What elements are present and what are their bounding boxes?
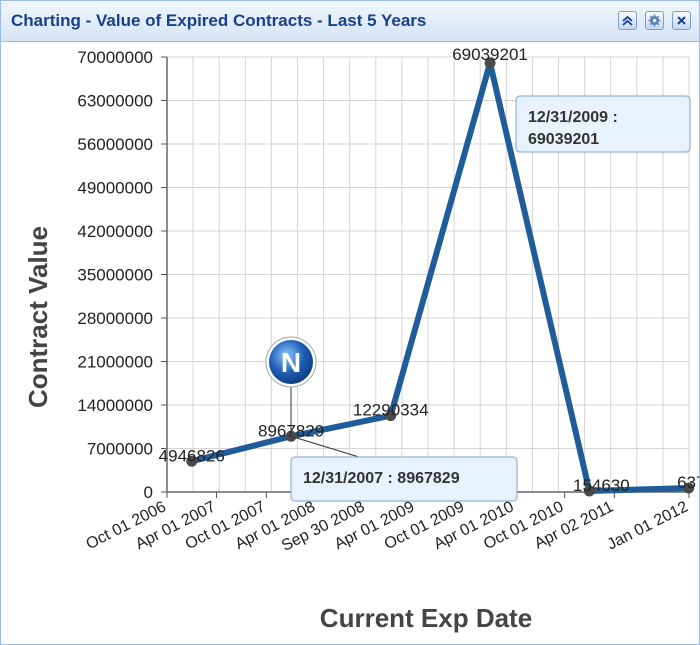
close-button[interactable] [672, 11, 691, 30]
gear-icon [648, 14, 661, 27]
y-tick-label: 14000000 [77, 396, 153, 415]
y-tick-label: 49000000 [77, 179, 153, 198]
y-tick-label: 28000000 [77, 309, 153, 328]
collapse-button[interactable] [618, 11, 637, 30]
y-tick-label: 70000000 [77, 48, 153, 67]
data-point [385, 410, 397, 422]
series-line [188, 59, 692, 495]
data-point [186, 455, 198, 467]
data-label: 12290334 [353, 401, 429, 420]
panel-header: Charting - Value of Expired Contracts - … [1, 1, 699, 42]
badge-disc [269, 340, 313, 384]
tooltip-text: 12/31/2009 :69039201 [528, 109, 618, 148]
x-axis-title: Current Exp Date [320, 603, 532, 633]
y-tick-label: 35000000 [77, 266, 153, 285]
settings-button[interactable] [645, 11, 664, 30]
data-label: 69039201 [452, 45, 528, 64]
y-axis-title: Contract Value [23, 226, 53, 408]
x-tick-label: Jan 01 2012 [605, 498, 691, 553]
data-label: 63700 [677, 473, 699, 492]
tooltip-leader [290, 435, 360, 458]
line-chart: 0 7000000 14000000 21000000 28000000 35000000… [23, 45, 699, 633]
data-point [683, 482, 695, 494]
y-tick-label: 56000000 [77, 135, 153, 154]
panel-title: Charting - Value of Expired Contracts - … [11, 11, 427, 30]
data-label: 4946826 [159, 446, 225, 465]
n-badge-icon: N [265, 336, 317, 388]
y-tick-label: 7000000 [87, 440, 153, 459]
y-tick-label: 21000000 [77, 353, 153, 372]
badge-letter: N [281, 347, 301, 378]
tooltip-box [515, 95, 691, 153]
tooltip-text: 12/31/2007 : 8967829 [303, 470, 460, 487]
y-tick-label: 63000000 [77, 92, 153, 111]
data-label: 154630 [573, 476, 630, 495]
close-icon [677, 16, 686, 25]
y-tick-label: 42000000 [77, 222, 153, 241]
tooltip-box [290, 456, 518, 502]
data-point [583, 485, 595, 497]
y-tick-label: 0 [144, 483, 153, 502]
data-point [484, 57, 496, 69]
collapse-icon [622, 15, 633, 26]
